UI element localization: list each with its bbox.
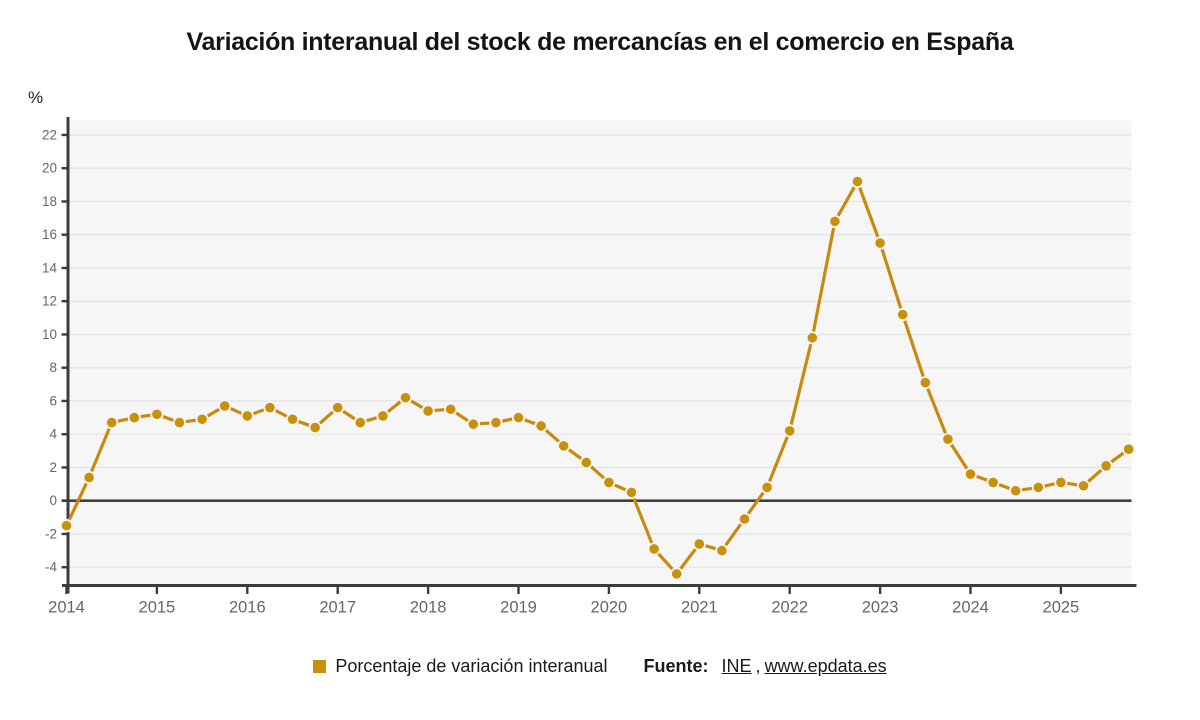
y-tick-label: 4 — [49, 427, 57, 442]
y-tick-label: 10 — [42, 327, 57, 342]
data-point-marker — [489, 415, 503, 430]
x-tick-label: 2020 — [591, 599, 628, 617]
data-point-marker — [805, 331, 819, 345]
data-point-marker — [647, 542, 661, 556]
y-tick-label: -4 — [45, 560, 57, 575]
y-tick-label: 22 — [42, 127, 57, 142]
data-point-marker — [783, 424, 797, 438]
data-point-marker — [218, 399, 232, 413]
source-prefix: Fuente: — [643, 656, 709, 676]
x-tick-label: 2023 — [862, 599, 899, 617]
y-axis-unit-label: % — [28, 88, 44, 107]
x-tick-label: 2019 — [500, 599, 537, 617]
data-point-marker — [557, 439, 571, 453]
y-tick-label: 18 — [42, 194, 57, 209]
data-point-marker — [1099, 459, 1113, 473]
legend-label: Porcentaje de variación interanual — [335, 656, 608, 676]
source-link-ine[interactable]: INE — [721, 656, 752, 676]
source-separator: , — [755, 656, 761, 676]
y-tick-label: 12 — [42, 294, 57, 309]
data-point-marker — [195, 412, 209, 426]
y-tick-label: 2 — [49, 460, 57, 475]
source-link-epdata[interactable]: www.epdata.es — [764, 656, 887, 676]
data-point-marker — [105, 415, 119, 430]
data-point-marker — [376, 409, 390, 423]
x-tick-label: 2018 — [410, 599, 447, 617]
data-point-marker — [941, 432, 955, 446]
data-point-marker — [466, 417, 480, 431]
y-tick-label: 6 — [49, 393, 57, 408]
data-point-marker — [263, 401, 277, 415]
data-point-marker — [82, 470, 96, 485]
data-point-marker — [918, 376, 932, 390]
y-tick-label: 0 — [49, 493, 57, 508]
data-point-marker — [534, 419, 548, 433]
data-point-marker — [670, 567, 684, 581]
chart-footer: Porcentaje de variación interanual Fuent… — [0, 656, 1200, 677]
data-point-marker — [737, 512, 752, 526]
data-point-marker — [308, 420, 322, 435]
y-tick-label: 20 — [42, 161, 57, 176]
data-point-marker — [1054, 475, 1068, 490]
data-point-marker — [828, 214, 842, 229]
x-tick-label: 2016 — [229, 599, 266, 617]
y-tick-label: 8 — [49, 360, 57, 375]
data-point-marker — [444, 402, 458, 416]
data-point-marker — [331, 401, 345, 415]
x-tick-label: 2014 — [48, 599, 85, 617]
y-tick-label: 16 — [42, 227, 57, 242]
data-point-marker — [150, 407, 164, 421]
data-point-marker — [240, 409, 254, 423]
data-point-marker — [1009, 484, 1023, 498]
x-tick-label: 2017 — [319, 599, 356, 617]
data-point-marker — [896, 307, 910, 322]
data-point-marker — [59, 519, 74, 533]
data-point-marker — [850, 174, 865, 189]
x-tick-label: 2025 — [1043, 599, 1080, 617]
data-point-marker — [511, 410, 526, 425]
data-point-marker — [398, 391, 413, 405]
plot-area-bg — [68, 120, 1132, 586]
data-point-marker — [1076, 479, 1091, 493]
legend-swatch-icon — [313, 660, 327, 673]
data-point-marker — [760, 480, 774, 495]
data-point-marker — [353, 415, 367, 430]
data-point-marker — [1031, 480, 1045, 495]
x-tick-label: 2015 — [139, 599, 176, 617]
y-tick-label: 14 — [42, 260, 58, 275]
y-tick-label: -2 — [45, 526, 57, 541]
data-point-marker — [873, 236, 887, 250]
data-point-marker — [963, 467, 978, 481]
data-point-marker — [715, 543, 729, 558]
x-tick-label: 2021 — [681, 599, 718, 617]
chart-title: Variación interanual del stock de mercan… — [186, 28, 1014, 56]
source-block: Fuente: INE, www.epdata.es — [644, 656, 887, 677]
data-point-marker — [1122, 442, 1136, 456]
data-point-marker — [579, 455, 593, 470]
data-point-marker — [127, 410, 141, 425]
data-point-marker — [624, 485, 639, 499]
legend-item: Porcentaje de variación interanual — [313, 656, 608, 677]
data-point-marker — [172, 415, 187, 430]
data-point-marker — [285, 412, 300, 426]
data-point-marker — [602, 475, 616, 490]
data-point-marker — [421, 404, 435, 418]
x-tick-label: 2024 — [952, 599, 989, 617]
data-point-marker — [986, 475, 1000, 490]
data-point-marker — [692, 537, 706, 551]
x-tick-label: 2022 — [771, 599, 808, 617]
